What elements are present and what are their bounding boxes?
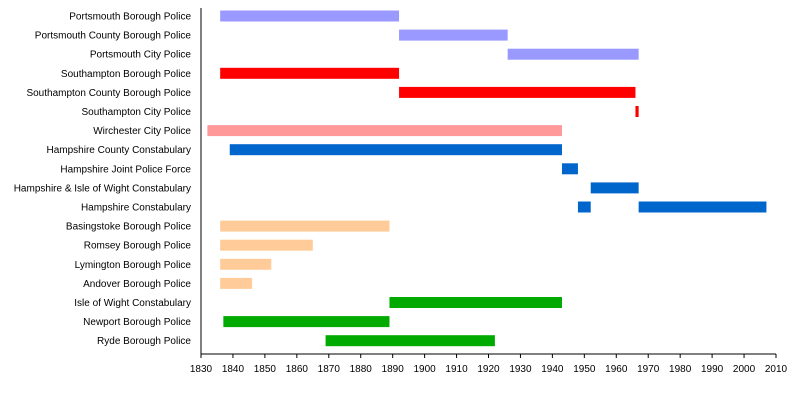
timeline-bar — [399, 86, 636, 98]
row-label: Southampton County Borough Police — [26, 88, 191, 99]
timeline-bar — [399, 29, 508, 41]
timeline-bar — [220, 10, 400, 22]
row-label: Hampshire Constabulary — [81, 203, 191, 214]
x-tick-label: 1990 — [701, 364, 724, 375]
x-tick-label: 1920 — [477, 364, 500, 375]
row-label: Portsmouth City Police — [90, 50, 192, 61]
row-label: Andover Borough Police — [83, 279, 191, 290]
x-tick-label: 1950 — [573, 364, 596, 375]
x-tick-label: 1860 — [286, 364, 309, 375]
row-label: Isle of Wight Constabulary — [74, 298, 191, 309]
row-label: Romsey Borough Police — [84, 241, 192, 252]
timeline-bar — [325, 335, 495, 347]
timeline-bar — [590, 182, 639, 194]
row-label: Hampshire Joint Police Force — [60, 164, 191, 175]
x-axis: 1830 1840 1850 1860 1870 1880 1890 1900 1910 1920… — [190, 8, 788, 375]
row-label: Portsmouth County Borough Police — [35, 31, 192, 42]
row-label: Hampshire & Isle of Wight Constabulary — [14, 183, 191, 194]
row-label: Newport Borough Police — [83, 317, 191, 328]
x-tick-label: 1840 — [222, 364, 245, 375]
row-label: Basingstoke Borough Police — [66, 222, 192, 233]
timeline-bar — [638, 201, 767, 213]
x-tick-label: 1930 — [509, 364, 532, 375]
timeline-bar — [207, 125, 562, 137]
timeline-bar — [577, 201, 591, 213]
row-label: Lymington Borough Police — [75, 260, 192, 271]
row-label: Southampton Borough Police — [61, 69, 192, 80]
x-tick-label: 1980 — [669, 364, 692, 375]
x-tick-label: 1830 — [190, 364, 213, 375]
timeline-bar — [389, 297, 562, 308]
x-tick-label: 2010 — [765, 364, 788, 375]
timeline-bar — [635, 106, 639, 117]
timeline-bar — [220, 239, 313, 251]
row-label: Portsmouth Borough Police — [69, 12, 191, 23]
timeline-bar — [507, 48, 639, 60]
timeline-bar — [561, 163, 578, 175]
row-label: Hampshire County Constabulary — [46, 145, 191, 156]
x-tick-label: 1870 — [318, 364, 341, 375]
timeline-bar — [220, 67, 400, 79]
row-label: Southampton City Police — [81, 107, 191, 118]
timeline-bar — [220, 277, 253, 289]
timeline-bar — [220, 220, 390, 232]
x-tick-label: 1900 — [413, 364, 436, 375]
x-tick-label: 1890 — [382, 364, 405, 375]
row-label: Wirchester City Police — [93, 126, 191, 137]
timeline-bar — [223, 316, 390, 328]
row-labels: Portsmouth Borough Police Portsmouth Coun… — [14, 12, 192, 348]
row-label: Ryde Borough Police — [97, 336, 191, 347]
x-tick-label: 1850 — [254, 364, 277, 375]
bars-layer — [207, 10, 767, 347]
x-tick-label: 1910 — [445, 364, 468, 375]
x-tick-label: 1940 — [541, 364, 564, 375]
x-tick-label: 1880 — [350, 364, 373, 375]
x-tick-label: 1960 — [605, 364, 628, 375]
x-tick-label: 1970 — [637, 364, 660, 375]
timeline-bar — [220, 258, 272, 270]
x-tick-label: 2000 — [733, 364, 756, 375]
timeline-bar — [229, 144, 562, 156]
